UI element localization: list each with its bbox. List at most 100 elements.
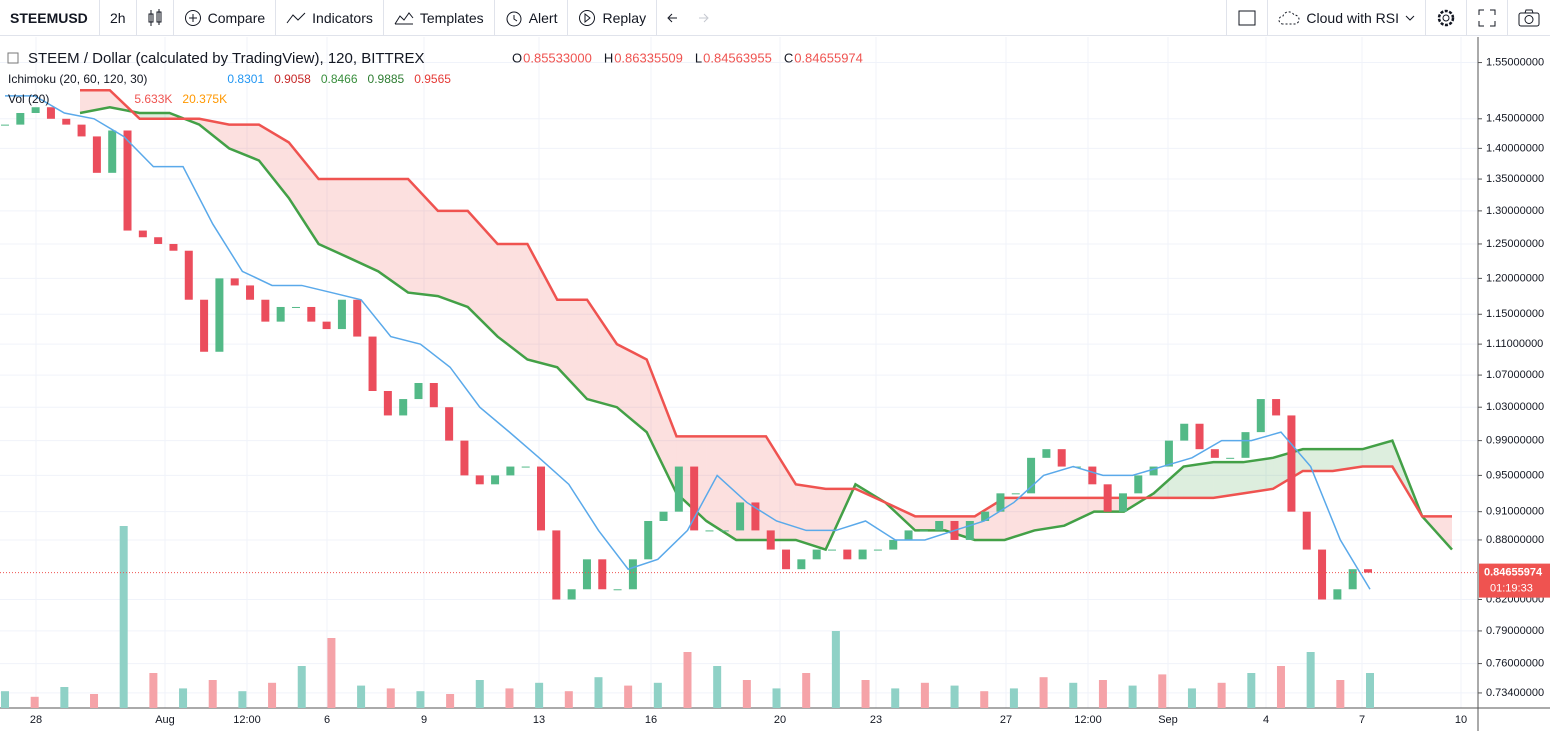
plus-icon (184, 9, 201, 26)
candle (1164, 440, 1173, 467)
replay-button[interactable]: Replay (568, 0, 658, 36)
volume-bar (357, 685, 366, 708)
volume-bar (594, 677, 603, 708)
x-tick-label: 23 (870, 714, 882, 726)
candle (1241, 432, 1250, 458)
cloud-fill (587, 299, 617, 408)
cloud-fill (437, 210, 468, 307)
candle (720, 530, 729, 532)
volume-bar (683, 652, 692, 708)
volume-bar (802, 673, 811, 708)
y-tick-label: 1.07000000 (1486, 369, 1544, 381)
compare-button[interactable]: Compare (174, 0, 277, 36)
x-tick-label: 13 (533, 714, 545, 726)
volume-bar (772, 688, 781, 708)
volume-bar (119, 526, 128, 708)
templates-icon (394, 11, 414, 24)
cloud-fill (378, 179, 409, 293)
candle (1027, 457, 1036, 494)
cloud-fill (766, 436, 796, 540)
cloud-fill (706, 436, 737, 540)
alert-button[interactable]: Alert (495, 0, 569, 36)
ohlc-key: L (695, 50, 702, 65)
legend-collapse (7, 52, 19, 64)
select-box[interactable] (1226, 0, 1269, 36)
candle (598, 559, 607, 590)
candle (1210, 449, 1219, 458)
y-tick-label: 1.11000000 (1486, 338, 1543, 350)
x-tick-label: 7 (1359, 714, 1365, 726)
snapshot-button[interactable] (1508, 0, 1550, 36)
candle (889, 539, 898, 550)
y-tick-label: 1.15000000 (1486, 308, 1544, 320)
x-tick-label: 12:00 (1074, 714, 1102, 726)
candle (827, 549, 836, 551)
ohlc-key: O (512, 50, 522, 65)
templates-button[interactable]: Templates (384, 0, 495, 36)
symbol-button[interactable]: STEEMUSD (0, 0, 100, 36)
x-tick-label: 27 (1000, 714, 1012, 726)
volume-bar (60, 687, 69, 708)
volume-bar (1128, 685, 1137, 708)
settings-button[interactable] (1426, 0, 1467, 36)
interval-button[interactable]: 2h (100, 0, 137, 36)
cloud-fill (318, 179, 349, 258)
y-tick-label: 1.45000000 (1486, 113, 1544, 125)
expand-icon (1478, 9, 1496, 26)
candle (981, 511, 990, 521)
cloud-fill (229, 124, 259, 161)
candle (506, 466, 515, 476)
candle (16, 112, 25, 125)
volume-bar (1336, 680, 1345, 708)
cloud-fill (1243, 457, 1274, 494)
candle (537, 466, 546, 531)
gear-icon (1437, 9, 1455, 26)
volume-bar (1306, 652, 1315, 708)
y-tick-label: 0.88000000 (1486, 534, 1544, 546)
label: Compare (207, 9, 266, 26)
volume-bar (980, 691, 989, 708)
volume-bar (446, 694, 455, 708)
volume-bar (505, 688, 514, 708)
candle (613, 589, 622, 591)
chart-type-button[interactable] (137, 0, 174, 36)
indicators-button[interactable]: Indicators (276, 0, 384, 36)
candle (353, 299, 362, 337)
candle (919, 530, 928, 532)
ohlc-value: 0.85533000 (523, 50, 592, 65)
undo-redo[interactable] (657, 0, 727, 36)
y-tick-label: 1.20000000 (1486, 272, 1544, 284)
fullscreen-button[interactable] (1467, 0, 1508, 36)
volume-bar (1366, 673, 1374, 708)
y-tick-label: 0.73400000 (1486, 687, 1544, 699)
cloud-fill (527, 243, 558, 368)
candle (751, 502, 760, 531)
candle (1318, 549, 1327, 600)
candle (904, 530, 913, 540)
volume-bar (1069, 682, 1078, 708)
cloud-fill (1302, 449, 1333, 471)
y-tick-label: 1.35000000 (1486, 173, 1544, 185)
volume-bar (831, 631, 840, 708)
candle (46, 107, 55, 119)
layout-button[interactable]: Cloud with RSI (1268, 0, 1426, 36)
ichimoku-value: 0.9565 (414, 72, 451, 86)
candle (935, 520, 944, 531)
volume-bar (1158, 674, 1167, 708)
candle (108, 130, 117, 173)
candle (1042, 449, 1051, 458)
x-tick-label: 12:00 (233, 714, 261, 726)
candle (705, 530, 714, 532)
cloud-fill (1332, 449, 1363, 471)
candle (1226, 457, 1235, 459)
square-icon (1238, 10, 1256, 25)
volume-bar (950, 685, 959, 708)
volume-bar (564, 691, 573, 708)
y-tick-label: 1.25000000 (1486, 238, 1544, 250)
volume-bar (208, 680, 217, 708)
candle (200, 299, 209, 352)
candle (690, 466, 699, 531)
candle (92, 136, 101, 173)
x-tick-label: 4 (1263, 714, 1269, 726)
cloud-fill (408, 179, 438, 297)
